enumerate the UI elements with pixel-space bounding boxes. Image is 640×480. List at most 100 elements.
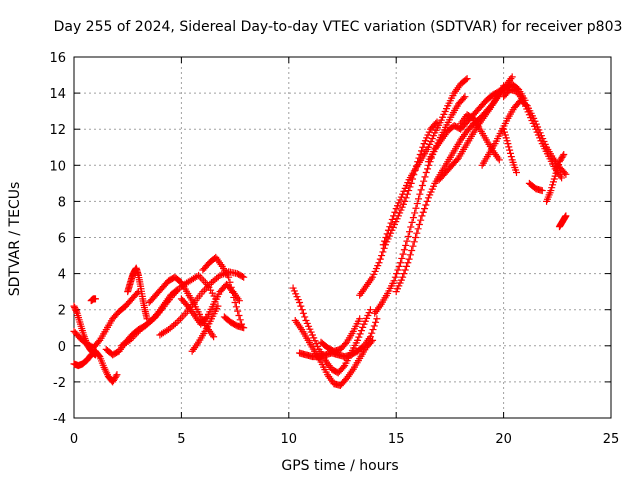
data-point: [379, 248, 387, 256]
data-point: [395, 262, 403, 270]
data-point: [559, 152, 567, 160]
data-point: [401, 266, 409, 274]
data-point: [408, 218, 416, 226]
data-point: [359, 323, 367, 331]
data-point: [415, 195, 423, 203]
data-point: [232, 303, 240, 311]
data-point: [400, 246, 408, 254]
data-point: [240, 273, 248, 281]
data-point: [561, 169, 569, 177]
data-point: [391, 208, 399, 216]
data-point: [407, 223, 415, 231]
data-point: [240, 324, 248, 332]
data-point: [112, 372, 120, 380]
data-point: [370, 322, 378, 330]
data-point: [410, 238, 418, 246]
y-tick-label: 8: [58, 195, 66, 210]
data-point: [463, 75, 471, 83]
data-point: [405, 255, 413, 263]
data-point: [379, 241, 387, 249]
series-arc29: [543, 150, 568, 205]
data-point: [394, 266, 402, 274]
data-point: [214, 302, 222, 310]
data-point: [193, 272, 201, 280]
data-point: [375, 259, 383, 267]
x-tick-labels: 0 5 10 15 20 25: [70, 432, 619, 447]
x-tick-label: 25: [603, 432, 620, 447]
data-point: [417, 186, 425, 194]
x-tick-label: 5: [177, 432, 185, 447]
series-arc9: [156, 268, 248, 339]
data-point: [404, 259, 412, 267]
data-point: [401, 197, 409, 205]
data-point: [381, 237, 389, 245]
series-arc26: [500, 85, 566, 182]
data-point: [299, 309, 307, 317]
data-point: [227, 283, 235, 291]
data-point: [230, 293, 238, 301]
data-point: [238, 272, 246, 280]
data-point: [399, 250, 407, 258]
data-point: [400, 270, 408, 278]
data-point: [495, 156, 503, 164]
data-point: [366, 333, 374, 341]
data-point: [95, 352, 103, 360]
series-arc13: [220, 313, 248, 332]
data-point: [91, 295, 99, 303]
data-point: [500, 82, 508, 90]
data-point: [378, 252, 386, 260]
data-point: [380, 244, 388, 252]
data-point: [235, 311, 243, 319]
data-point: [402, 194, 410, 202]
data-point: [369, 326, 377, 334]
data-point: [231, 298, 239, 306]
data-point: [94, 338, 102, 346]
y-axis-title: SDTVAR / TECUs: [7, 182, 23, 297]
data-point: [418, 212, 426, 220]
y-tick-label: 0: [58, 340, 66, 355]
data-point: [416, 190, 424, 198]
data-point: [409, 242, 417, 250]
data-point: [235, 297, 243, 305]
data-point: [505, 143, 513, 151]
data-points: [70, 73, 570, 390]
data-point: [298, 306, 306, 314]
data-point: [562, 170, 570, 178]
data-point: [178, 313, 186, 321]
data-point: [368, 329, 376, 337]
data-point: [355, 333, 363, 341]
data-point: [196, 273, 204, 281]
data-point: [366, 306, 374, 314]
data-point: [390, 212, 398, 220]
data-point: [453, 156, 461, 164]
grid: [74, 57, 611, 418]
data-point: [388, 215, 396, 223]
data-point: [399, 273, 407, 281]
axis-ticks: [73, 56, 612, 419]
data-point: [406, 251, 414, 259]
data-point: [373, 315, 381, 323]
data-point: [409, 214, 417, 222]
data-point: [177, 315, 185, 323]
data-point: [236, 316, 244, 324]
data-point: [73, 308, 81, 316]
data-point: [356, 330, 364, 338]
data-point: [226, 278, 234, 286]
data-point: [504, 140, 512, 148]
data-point: [413, 200, 421, 208]
series-arc25: [478, 96, 570, 178]
data-point: [560, 150, 568, 158]
data-point: [417, 216, 425, 224]
data-point: [508, 73, 516, 81]
y-tick-label: 2: [58, 304, 66, 319]
data-point: [384, 226, 392, 234]
series-arc27: [500, 125, 520, 177]
data-point: [354, 336, 362, 344]
x-tick-label: 15: [388, 432, 405, 447]
data-point: [538, 187, 546, 195]
data-point: [462, 76, 470, 84]
data-point: [512, 169, 520, 177]
data-point: [225, 273, 233, 281]
x-tick-label: 10: [281, 432, 298, 447]
data-point: [402, 241, 410, 249]
